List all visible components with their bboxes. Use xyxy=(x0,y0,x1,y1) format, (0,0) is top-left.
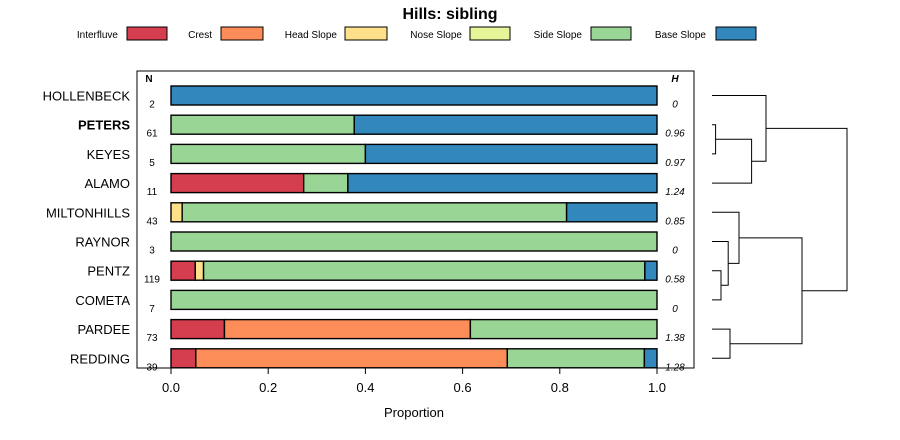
n-value-pardee: 73 xyxy=(146,333,158,344)
legend-label-nose-slope: Nose Slope xyxy=(410,30,462,41)
n-column-header: N xyxy=(145,74,152,85)
bar-segment-alamo-side-slope xyxy=(302,172,349,194)
dendrogram-link-8 xyxy=(766,127,848,292)
legend-label-interfluve: Interfluve xyxy=(77,30,119,41)
legend-label-crest: Crest xyxy=(188,30,212,41)
bar-segment-pardee-side-slope xyxy=(469,318,658,340)
bar-segment-alamo-interfluve xyxy=(170,172,305,194)
row-label-pardee: PARDEE xyxy=(78,322,131,337)
legend-label-side-slope: Side Slope xyxy=(534,30,583,41)
bar-segment-pentz-base-slope xyxy=(644,260,658,281)
h-value-cometa: 0 xyxy=(672,304,678,315)
bar-segment-redding-base-slope xyxy=(643,348,658,369)
h-value-alamo: 1.24 xyxy=(665,187,685,198)
dendrogram-link-4 xyxy=(712,241,729,286)
row-label-hollenbeck: HOLLENBECK xyxy=(43,89,131,104)
row-label-cometa: COMETA xyxy=(75,293,130,308)
legend-swatch-base-slope xyxy=(715,26,757,41)
bar-segment-hollenbeck-base-slope xyxy=(170,85,658,106)
bar-segment-miltonhills-side-slope xyxy=(181,202,568,223)
legend-swatch-interfluve xyxy=(126,26,168,41)
dendrogram-link-7 xyxy=(730,237,803,345)
bar-segment-alamo-base-slope xyxy=(347,172,658,194)
h-value-miltonhills: 0.85 xyxy=(665,216,685,227)
bar-segment-keyes-side-slope xyxy=(170,143,367,165)
h-value-hollenbeck: 0 xyxy=(672,100,678,111)
bar-segment-cometa-side-slope xyxy=(170,289,658,311)
legend: Interfluve Crest Head Slope Nose Slope Side … xyxy=(77,26,757,41)
row-label-alamo: ALAMO xyxy=(84,176,130,191)
bar-segment-miltonhills-head-slope xyxy=(170,202,183,223)
n-value-pentz: 119 xyxy=(144,275,160,286)
bar-segment-keyes-base-slope xyxy=(364,143,658,165)
bar-segment-pardee-crest xyxy=(223,318,472,340)
x-axis: 0.0 0.2 0.4 0.6 0.8 1.0 xyxy=(162,368,666,395)
bar-segment-peters-base-slope xyxy=(353,114,658,135)
h-value-peters: 0.96 xyxy=(665,129,685,140)
row-label-peters: PETERS xyxy=(78,118,130,133)
n-value-hollenbeck: 2 xyxy=(149,100,155,111)
n-value-keyes: 5 xyxy=(149,158,155,169)
n-value-miltonhills: 43 xyxy=(146,216,158,227)
bar-segment-redding-side-slope xyxy=(506,348,646,369)
h-value-raynor: 0 xyxy=(672,246,678,257)
n-value-peters: 61 xyxy=(146,129,158,140)
legend-swatch-nose-slope xyxy=(469,26,511,41)
row-label-raynor: RAYNOR xyxy=(75,235,130,250)
dendrogram-link-6 xyxy=(712,328,731,359)
n-value-cometa: 7 xyxy=(149,304,155,315)
bar-segment-redding-interfluve xyxy=(170,348,197,369)
row-label-keyes: KEYES xyxy=(87,147,131,162)
legend-swatch-head-slope xyxy=(344,26,388,41)
n-value-alamo: 11 xyxy=(147,187,158,198)
dendrogram-link-3 xyxy=(712,270,722,301)
bar-segment-pentz-interfluve xyxy=(170,260,196,281)
legend-label-base-slope: Base Slope xyxy=(655,30,707,41)
bar-rows: HOLLENBECK 2 0 PETERS 61 0.96 KEYES 5 0.97 ALAMO 1… xyxy=(43,85,685,373)
bar-segment-raynor-side-slope xyxy=(170,231,658,252)
h-value-pentz: 0.58 xyxy=(665,275,685,286)
h-value-pardee: 1.38 xyxy=(665,333,685,344)
x-tick-label-1: 0.2 xyxy=(259,380,277,395)
bar-segment-pardee-interfluve xyxy=(170,318,226,340)
bar-segment-pentz-side-slope xyxy=(202,260,646,281)
dendrogram xyxy=(712,95,848,359)
legend-swatch-crest xyxy=(220,26,264,41)
bar-segment-redding-crest xyxy=(195,348,509,369)
bar-segment-pentz-head-slope xyxy=(194,260,205,281)
h-value-keyes: 0.97 xyxy=(665,158,685,169)
h-value-redding: 1.28 xyxy=(665,362,685,373)
x-tick-label-5: 1.0 xyxy=(648,380,666,395)
dendrogram-link-5 xyxy=(712,211,740,264)
x-tick-label-0: 0.0 xyxy=(162,380,180,395)
bar-segment-miltonhills-base-slope xyxy=(565,202,658,223)
n-value-raynor: 3 xyxy=(149,246,155,257)
x-tick-label-3: 0.6 xyxy=(454,380,472,395)
row-label-redding: REDDING xyxy=(70,351,130,366)
x-tick-label-4: 0.8 xyxy=(551,380,569,395)
x-axis-label: Proportion xyxy=(384,405,444,420)
row-label-miltonhills: MILTONHILLS xyxy=(46,205,130,220)
dendrogram-link-2 xyxy=(712,95,767,162)
h-column-header: H xyxy=(671,74,679,85)
dendrogram-link-0 xyxy=(712,124,717,155)
dendrogram-link-1 xyxy=(712,138,753,184)
x-tick-label-2: 0.4 xyxy=(356,380,374,395)
bar-segment-peters-side-slope xyxy=(170,114,355,135)
legend-label-head-slope: Head Slope xyxy=(285,30,338,41)
chart-title: Hills: sibling xyxy=(402,6,497,23)
legend-swatch-side-slope xyxy=(590,26,632,41)
n-value-redding: 39 xyxy=(146,362,158,373)
row-label-pentz: PENTZ xyxy=(87,264,130,279)
